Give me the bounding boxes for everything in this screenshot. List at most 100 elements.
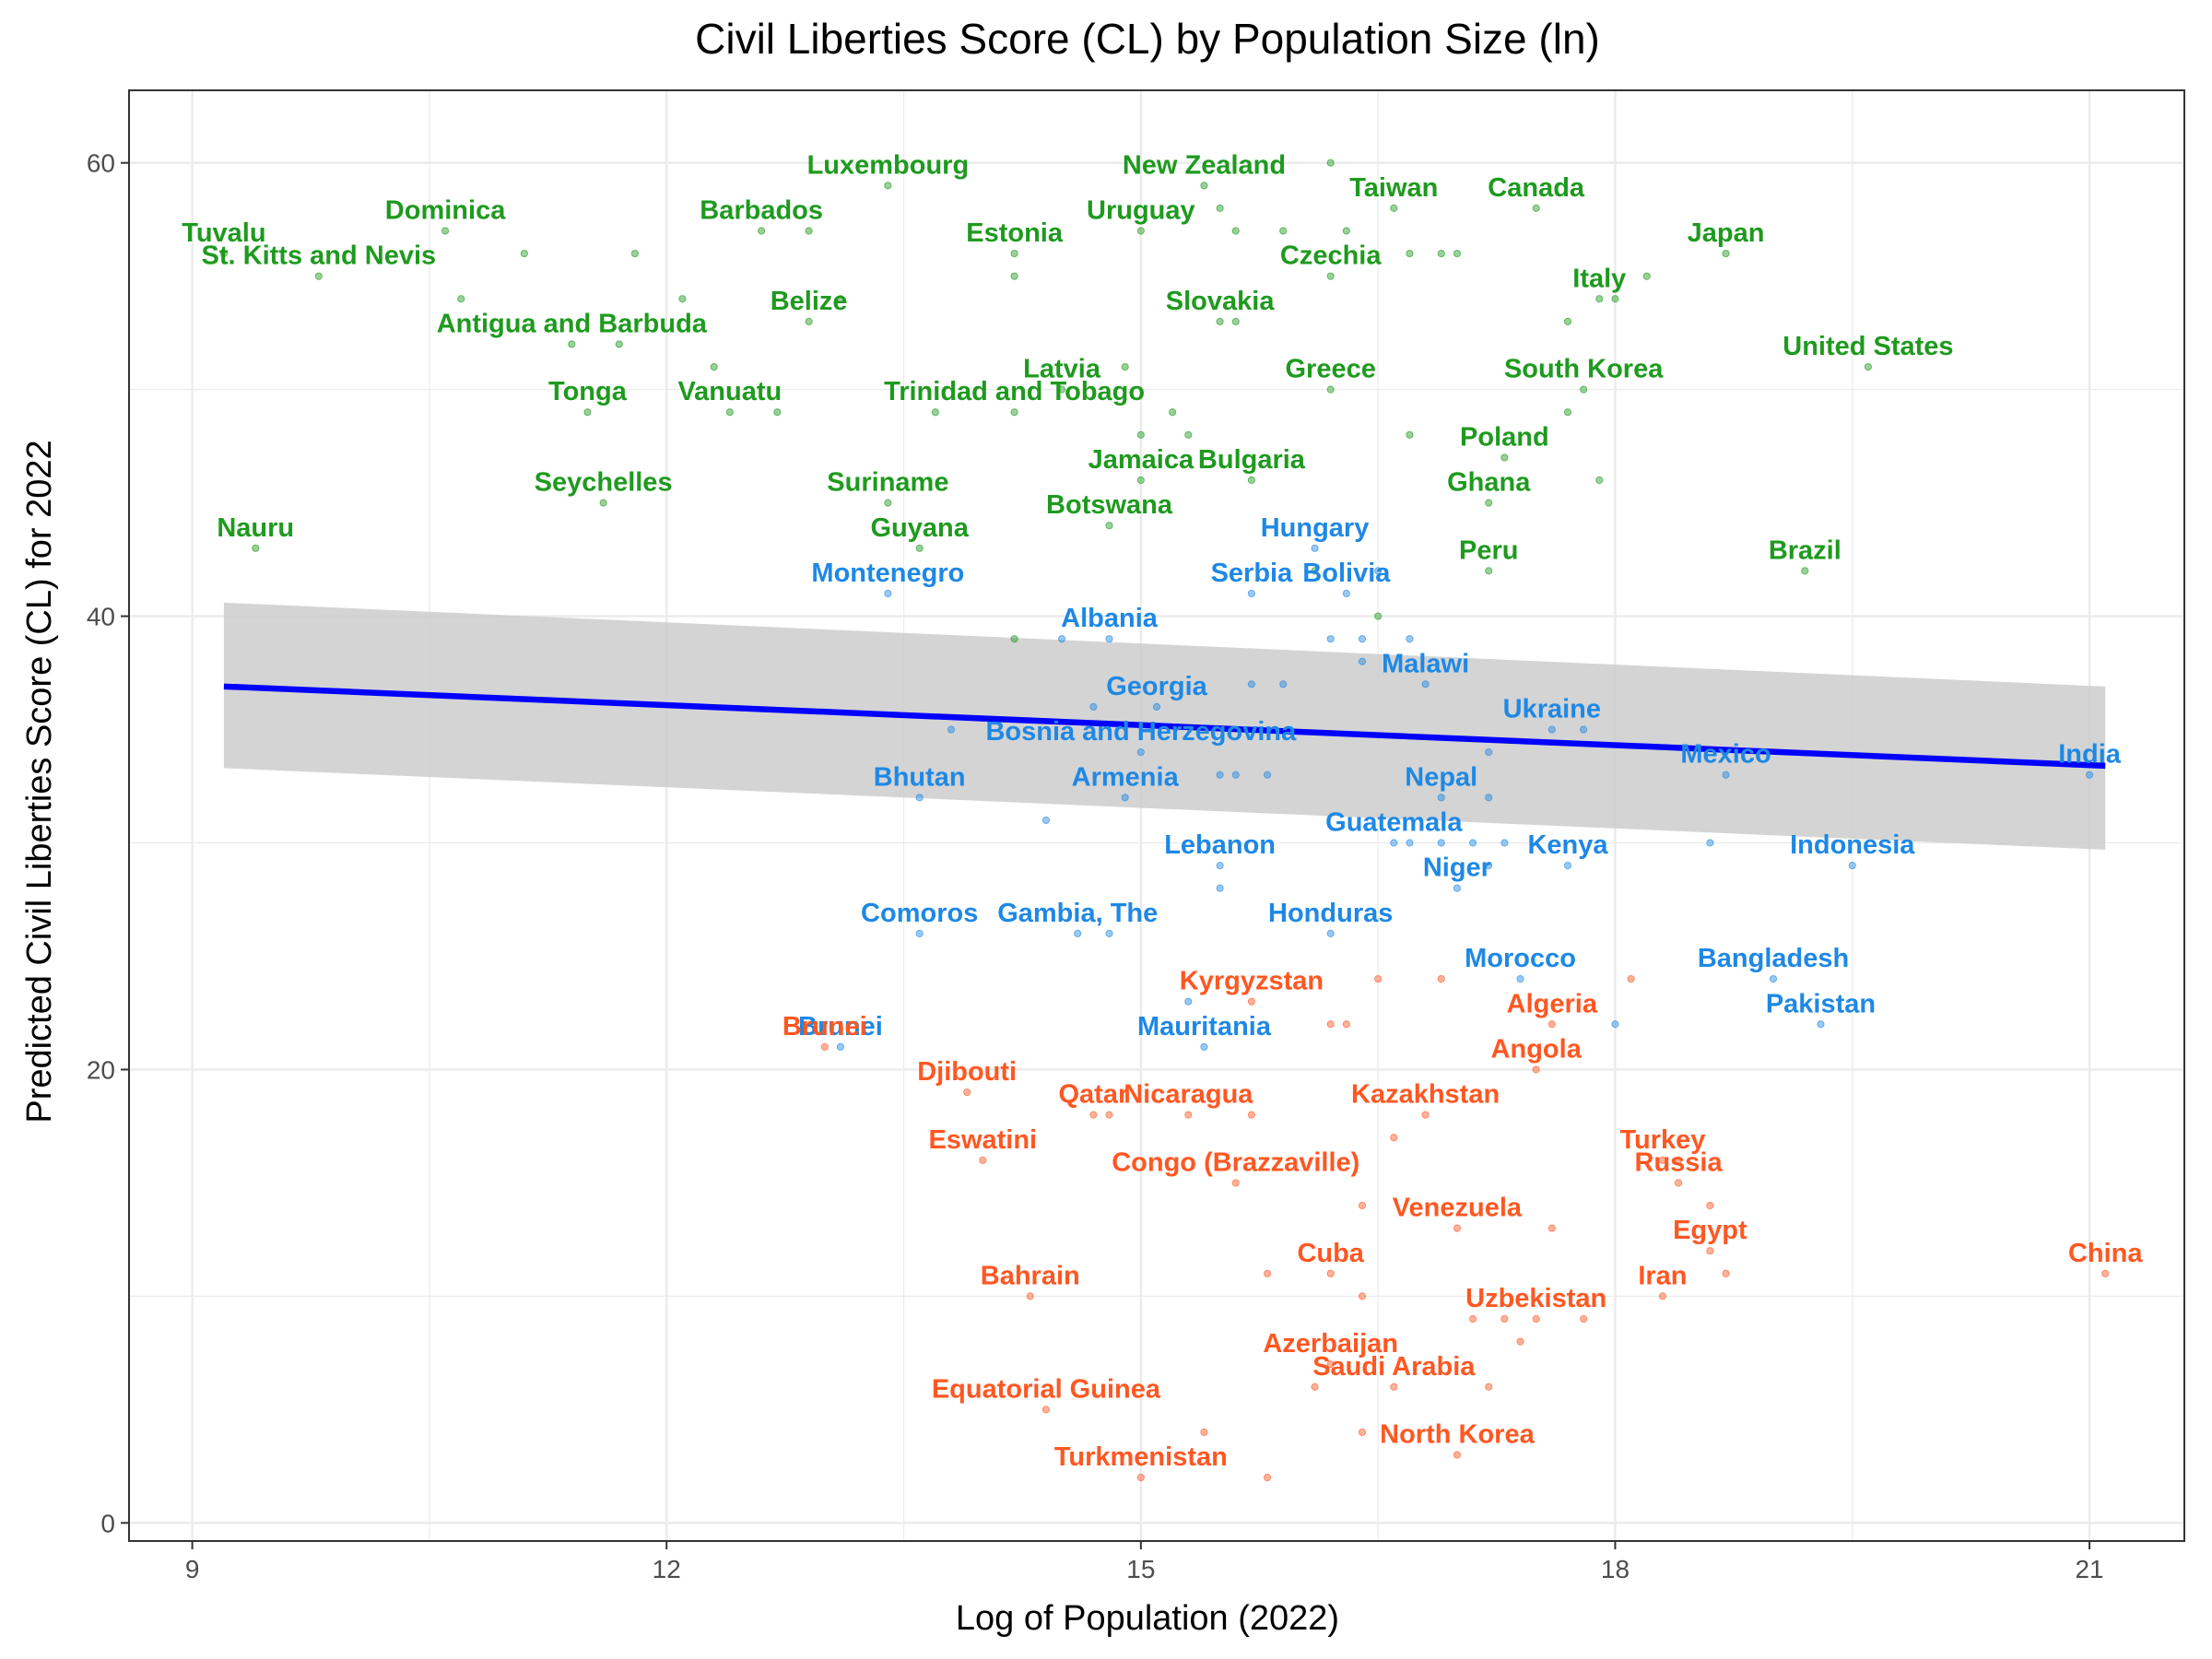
data-point: [1216, 884, 1224, 892]
data-point: [1089, 702, 1098, 712]
point-label: Serbia: [1211, 559, 1294, 588]
data-point: [1563, 862, 1572, 870]
point-label: Equatorial Guinea: [932, 1374, 1161, 1404]
point-label: Azerbaijan: [1263, 1329, 1398, 1359]
point-label: Antigua and Barbuda: [437, 309, 708, 338]
data-point: [1595, 476, 1604, 485]
data-point: [1611, 1020, 1619, 1029]
data-point: [1105, 635, 1113, 643]
data-point: [1390, 1134, 1398, 1142]
data-point: [1326, 1020, 1335, 1029]
data-point: [1547, 725, 1556, 734]
point-label: Bulgaria: [1198, 445, 1306, 475]
point-label: Tonga: [548, 377, 628, 406]
data-point: [1089, 1111, 1098, 1119]
data-point: [1453, 884, 1462, 892]
data-point: [1390, 204, 1398, 212]
data-point: [1437, 839, 1445, 847]
data-point: [1437, 794, 1445, 802]
data-point: [1485, 567, 1493, 575]
data-point: [1136, 227, 1145, 235]
data-point: [568, 340, 576, 348]
chart-title: Civil Liberties Score (CL) by Population…: [695, 15, 1600, 63]
data-points: [219, 159, 2110, 1482]
point-label: Trinidad and Tobago: [884, 377, 1145, 406]
point-label: Comoros: [861, 899, 978, 928]
y-axis-title: Predicted Civil Liberties Score (CL) for…: [20, 440, 59, 1123]
data-point: [1247, 589, 1256, 598]
point-label: South Korea: [1504, 355, 1664, 384]
point-label: Ukraine: [1503, 695, 1601, 724]
point-label: Iran: [1638, 1261, 1687, 1290]
data-point: [1247, 1111, 1256, 1119]
data-point: [1216, 204, 1224, 212]
point-label: Brunei: [782, 1012, 867, 1041]
data-point: [1358, 1292, 1367, 1300]
point-label: Brazil: [1769, 535, 1841, 565]
point-label: Indonesia: [1790, 830, 1915, 860]
data-point: [1468, 1314, 1477, 1324]
data-point: [1010, 272, 1018, 280]
data-point: [1516, 974, 1524, 983]
x-tick-label: 9: [185, 1555, 200, 1583]
data-point: [1485, 499, 1493, 507]
point-label: Czechia: [1280, 241, 1382, 271]
data-point: [915, 794, 924, 802]
data-point: [1184, 430, 1193, 439]
axis-ticks: 9 12 15 18 21 0 20 40 60: [87, 149, 2104, 1583]
point-label: Bangladesh: [1698, 944, 1849, 973]
data-point: [1722, 771, 1730, 779]
point-label: Congo (Brazzaville): [1112, 1147, 1359, 1177]
point-label: United States: [1783, 332, 1953, 361]
point-label: Algeria: [1507, 989, 1598, 1018]
data-point: [1152, 702, 1161, 712]
data-point: [1121, 362, 1129, 371]
data-point: [1342, 589, 1350, 598]
data-point: [1453, 249, 1462, 258]
point-label: India: [2058, 740, 2122, 770]
data-point: [1263, 1269, 1272, 1277]
data-point: [1358, 657, 1367, 665]
data-point: [773, 408, 782, 417]
data-point: [1706, 839, 1714, 847]
data-point: [1595, 295, 1604, 303]
data-point: [1010, 635, 1018, 643]
point-label: Uzbekistan: [1465, 1284, 1606, 1313]
point-label: Uruguay: [1087, 195, 1195, 225]
point-label: Saudi Arabia: [1312, 1352, 1476, 1382]
data-point: [1516, 1337, 1524, 1346]
data-point: [1263, 771, 1272, 779]
data-point: [1279, 680, 1288, 688]
point-label: Kazakhstan: [1351, 1080, 1500, 1110]
data-point: [758, 227, 766, 235]
data-point: [884, 589, 892, 598]
data-point: [1247, 997, 1256, 1006]
data-point: [1500, 1314, 1509, 1324]
point-label: Ghana: [1447, 468, 1531, 498]
point-label: Russia: [1635, 1147, 1724, 1177]
data-point: [963, 1088, 971, 1097]
point-label: Taiwan: [1349, 173, 1438, 203]
data-point: [820, 1042, 829, 1051]
data-point: [710, 362, 718, 371]
data-point: [1642, 272, 1651, 280]
point-label: Nepal: [1405, 762, 1477, 792]
data-point: [1041, 1406, 1051, 1414]
data-point: [1105, 929, 1113, 937]
data-point: [1326, 159, 1335, 167]
data-point: [1231, 317, 1240, 325]
point-label: Cuba: [1297, 1239, 1364, 1268]
data-point: [1468, 839, 1477, 847]
data-point: [1864, 362, 1873, 371]
data-point: [1247, 476, 1256, 485]
point-label: Nicaragua: [1124, 1080, 1253, 1110]
point-labels: Tuvalu Nauru St. Kitts and Nevis Dominica An…: [182, 150, 2143, 1472]
point-label: Turkmenistan: [1054, 1442, 1228, 1472]
data-point: [1311, 544, 1319, 552]
data-point: [441, 227, 450, 235]
data-point: [805, 317, 813, 325]
point-label: Gambia, The: [997, 899, 1158, 928]
point-label: Peru: [1459, 535, 1518, 565]
data-point: [979, 1156, 987, 1164]
